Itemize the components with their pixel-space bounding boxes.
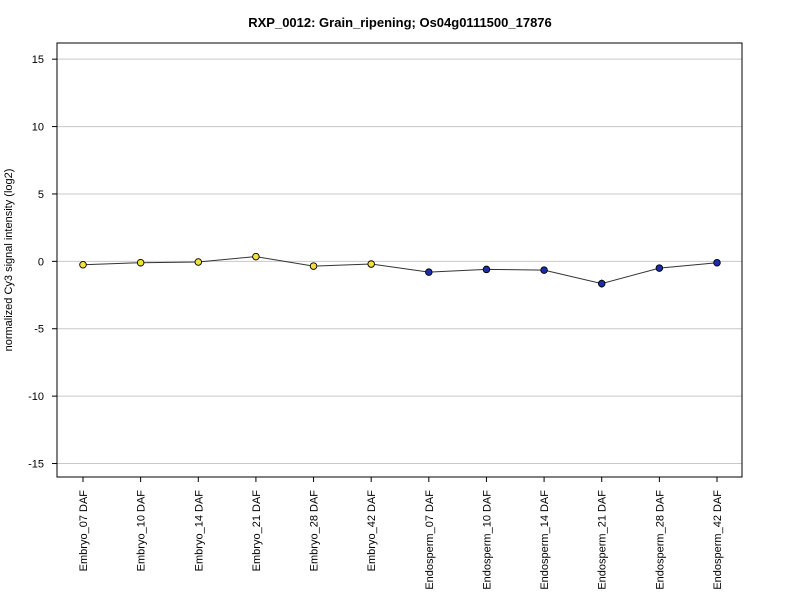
error-bars bbox=[82, 255, 718, 288]
x-tick-label: Embryo_21 DAF bbox=[251, 490, 263, 572]
data-point bbox=[713, 258, 721, 267]
x-axis: Embryo_07 DAF Embryo_10 DAF Embryo_14 DAF E… bbox=[78, 477, 724, 590]
data-point bbox=[367, 260, 375, 268]
grid bbox=[57, 58, 742, 465]
series-line bbox=[82, 256, 718, 285]
y-tick-label: -5 bbox=[34, 324, 44, 336]
y-tick-label: 0 bbox=[38, 256, 44, 268]
data-point bbox=[252, 252, 260, 261]
x-tick-label: Endosperm_42 DAF bbox=[712, 490, 724, 590]
y-axis-label: normalized Cy3 signal intensity (log2) bbox=[3, 169, 15, 352]
y-tick-label: 15 bbox=[32, 54, 44, 66]
x-tick-label: Endosperm_28 DAF bbox=[654, 490, 666, 590]
y-tick-label: -15 bbox=[28, 459, 44, 471]
x-tick-label: Embryo_42 DAF bbox=[366, 490, 378, 572]
x-tick-label: Endosperm_07 DAF bbox=[424, 490, 436, 590]
data-point bbox=[309, 262, 318, 270]
y-axis: 15 10 5 0 -5 -10 -15 bbox=[28, 54, 57, 471]
x-tick-label: Embryo_10 DAF bbox=[136, 490, 148, 572]
y-tick-label: -10 bbox=[28, 391, 44, 403]
chart-title: RXP_0012: Grain_ripening; Os04g0111500_1… bbox=[248, 15, 552, 30]
data-point bbox=[136, 258, 145, 267]
y-tick-label: 10 bbox=[32, 122, 44, 134]
x-tick-label: Endosperm_10 DAF bbox=[481, 490, 493, 590]
x-tick-label: Embryo_07 DAF bbox=[78, 490, 90, 572]
y-tick-label: 5 bbox=[38, 189, 44, 201]
data-points bbox=[79, 252, 721, 288]
data-point bbox=[79, 260, 87, 269]
data-point bbox=[540, 266, 548, 274]
x-tick-label: Endosperm_21 DAF bbox=[597, 490, 609, 590]
x-tick-label: Embryo_28 DAF bbox=[309, 490, 321, 572]
x-tick-label: Endosperm_14 DAF bbox=[539, 490, 551, 590]
data-point bbox=[597, 279, 606, 288]
data-point bbox=[194, 258, 203, 266]
data-point bbox=[425, 268, 433, 276]
data-point bbox=[655, 264, 664, 272]
plot-frame bbox=[56, 42, 743, 478]
data-point bbox=[482, 265, 491, 274]
x-tick-label: Embryo_14 DAF bbox=[193, 490, 205, 572]
